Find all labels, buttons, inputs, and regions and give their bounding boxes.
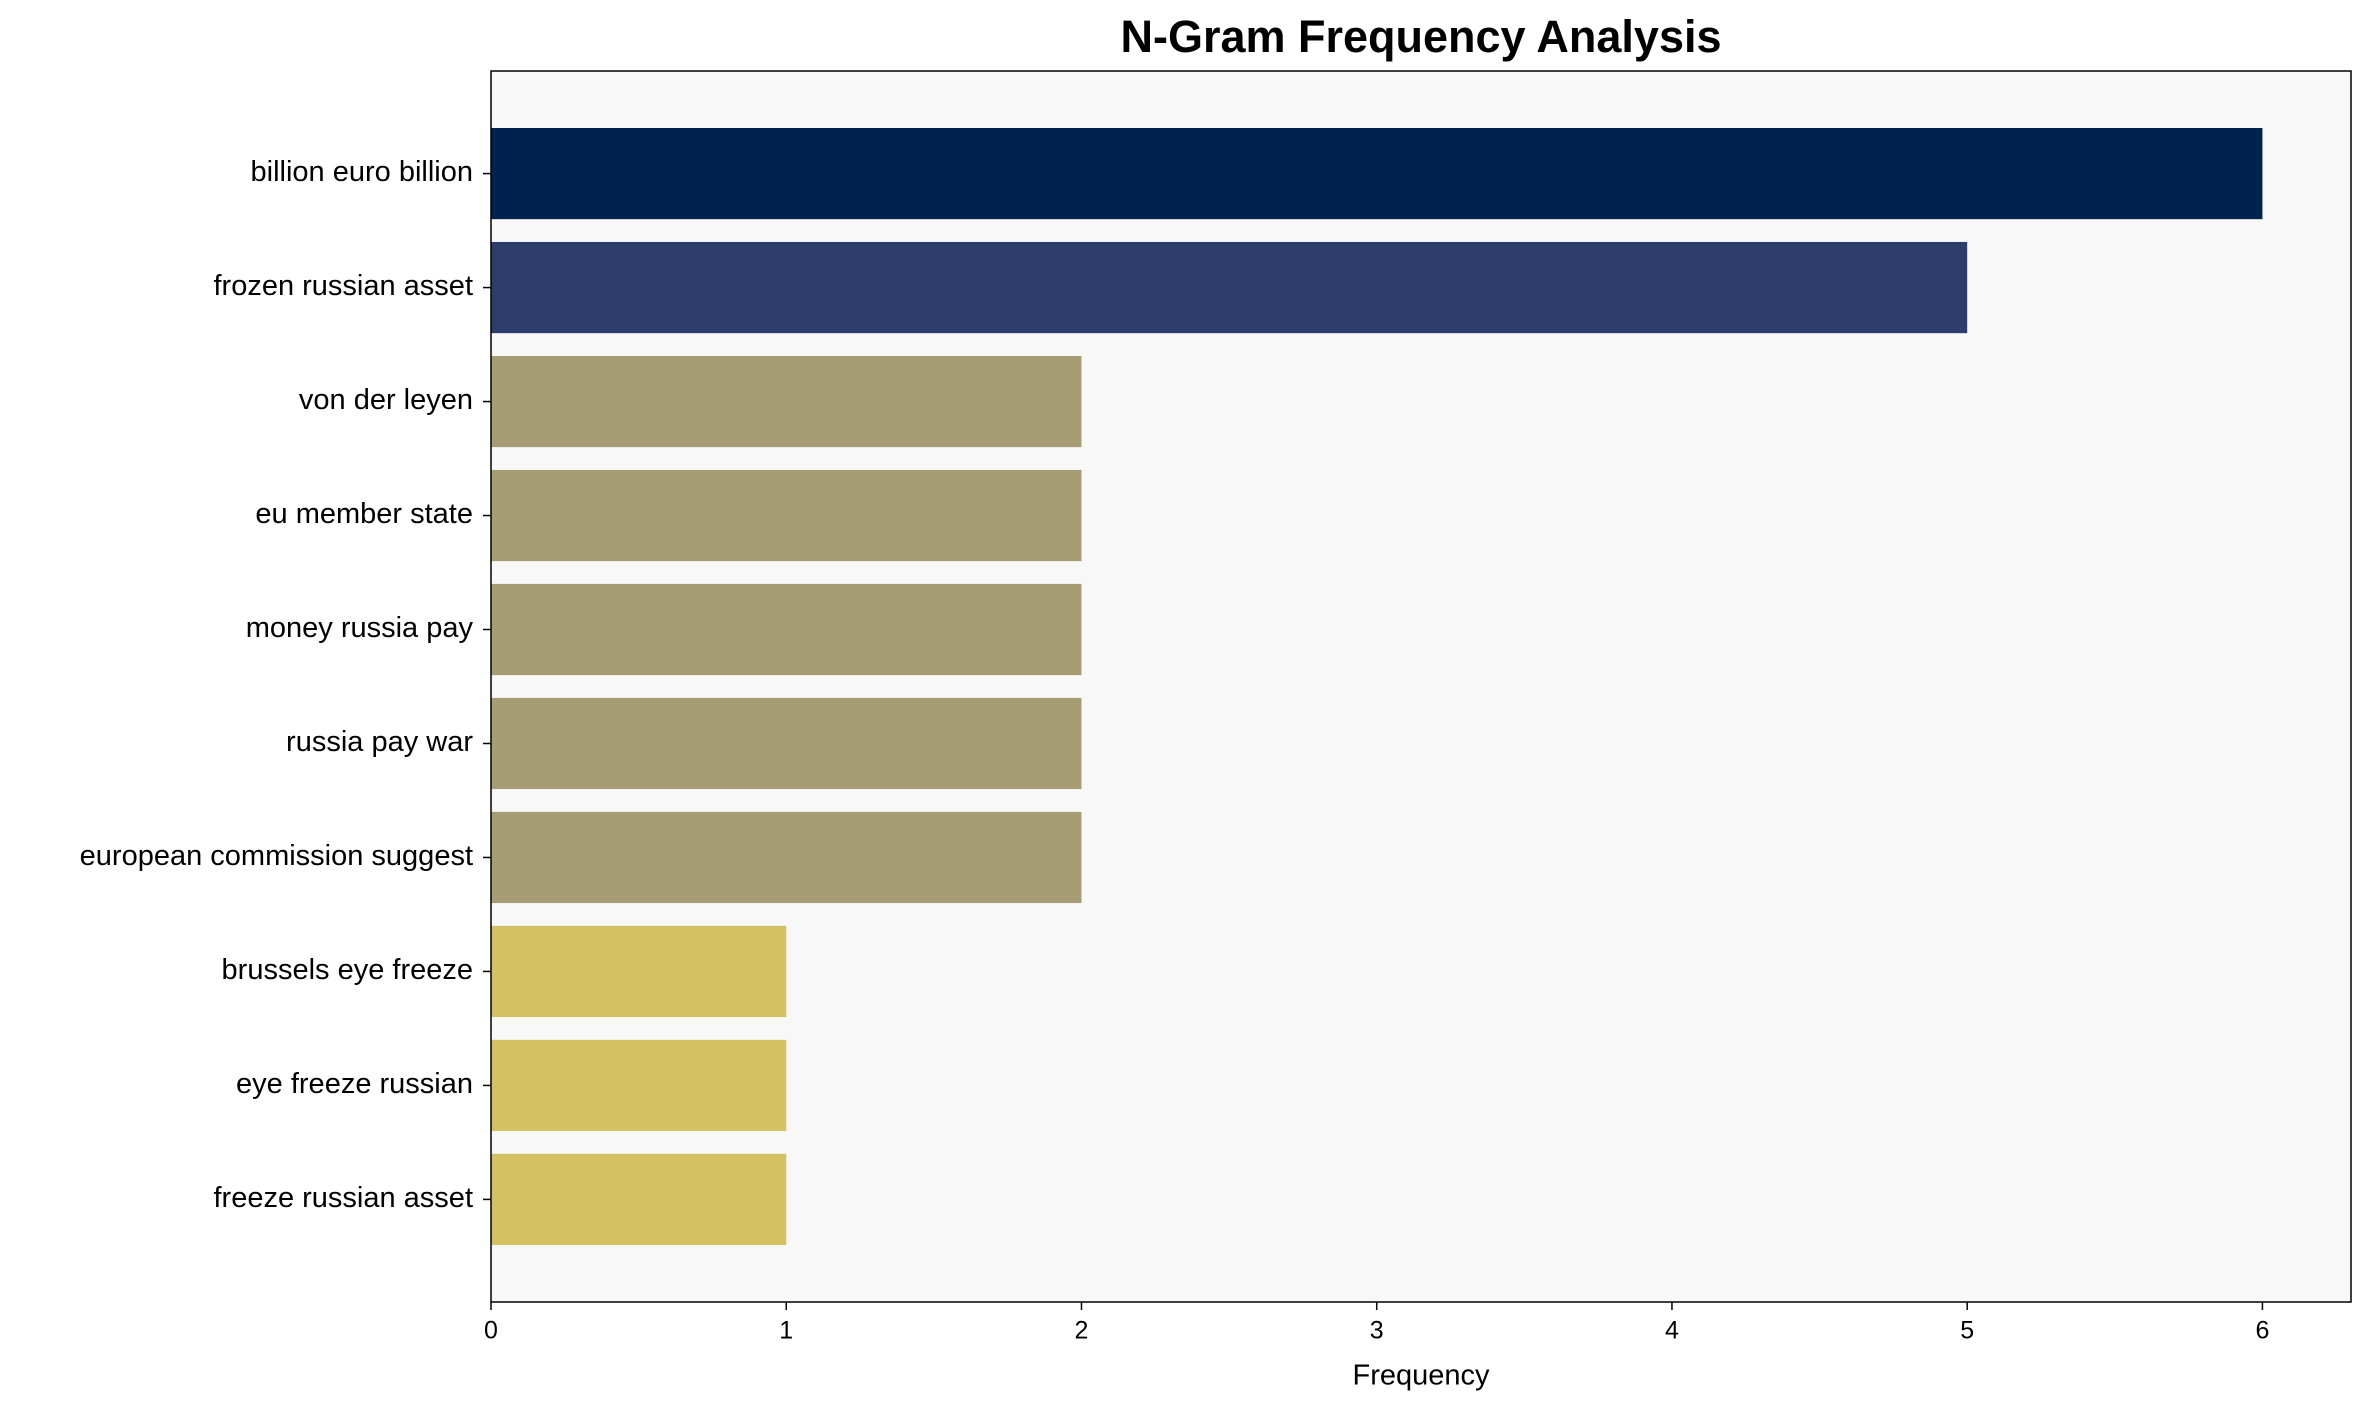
y-tick-label: eye freeze russian (236, 1068, 473, 1100)
bar (491, 583, 1082, 676)
plot-frame (490, 70, 2352, 1303)
bar (491, 811, 1082, 904)
bar (491, 925, 787, 1018)
y-tick-label: eu member state (255, 498, 473, 530)
y-tick-label: frozen russian asset (213, 270, 473, 302)
x-tick-label: 5 (1960, 1317, 1974, 1345)
x-tick-label: 4 (1665, 1317, 1679, 1345)
y-tick-label: billion euro billion (251, 156, 473, 188)
bar (491, 1039, 787, 1132)
y-tick-label: von der leyen (299, 384, 473, 416)
bar (491, 355, 1082, 448)
x-tick-label: 1 (779, 1317, 793, 1345)
y-tick-label: brussels eye freeze (222, 954, 473, 986)
bar (491, 1153, 787, 1246)
bar (491, 697, 1082, 790)
y-tick-label: money russia pay (246, 612, 474, 644)
bar (491, 127, 2263, 220)
y-tick-label: russia pay war (286, 726, 473, 758)
x-axis-label: Frequency (1352, 1360, 1490, 1392)
x-tick-label: 6 (2255, 1317, 2269, 1345)
bar (491, 469, 1082, 562)
x-tick-label: 3 (1370, 1317, 1384, 1345)
x-tick-label: 2 (1075, 1317, 1089, 1345)
y-tick-label: european commission suggest (80, 840, 473, 872)
chart-title: N-Gram Frequency Analysis (1120, 11, 1721, 62)
bar (491, 241, 1968, 334)
y-tick-label: freeze russian asset (213, 1182, 473, 1214)
x-tick-label: 0 (484, 1317, 498, 1345)
